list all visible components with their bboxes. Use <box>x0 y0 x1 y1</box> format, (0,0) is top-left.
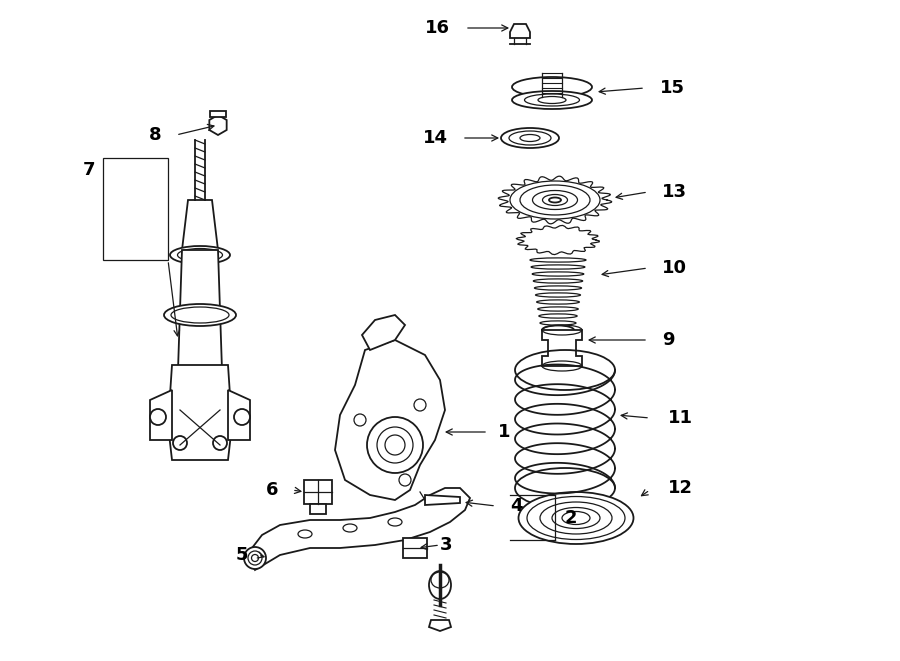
Polygon shape <box>178 250 222 370</box>
Text: 3: 3 <box>439 536 452 554</box>
Polygon shape <box>542 330 582 366</box>
Circle shape <box>173 436 187 450</box>
Text: 13: 13 <box>662 183 687 201</box>
Ellipse shape <box>512 77 592 97</box>
Polygon shape <box>168 365 232 460</box>
Text: 11: 11 <box>668 409 693 427</box>
Text: 4: 4 <box>510 497 523 515</box>
Text: 5: 5 <box>236 546 248 564</box>
Circle shape <box>367 417 423 473</box>
Polygon shape <box>310 504 326 514</box>
Text: 1: 1 <box>498 423 510 441</box>
Text: 16: 16 <box>425 19 450 37</box>
Ellipse shape <box>164 304 236 326</box>
Circle shape <box>213 436 227 450</box>
Polygon shape <box>425 495 460 505</box>
Ellipse shape <box>501 128 559 148</box>
Polygon shape <box>403 538 427 558</box>
Polygon shape <box>304 480 332 504</box>
Polygon shape <box>335 340 445 500</box>
Ellipse shape <box>512 91 592 109</box>
Polygon shape <box>362 315 405 350</box>
Circle shape <box>234 409 250 425</box>
Text: 7: 7 <box>83 161 95 179</box>
Polygon shape <box>429 620 451 631</box>
Text: 10: 10 <box>662 259 687 277</box>
Text: 8: 8 <box>149 126 162 144</box>
Text: 6: 6 <box>266 481 278 499</box>
Ellipse shape <box>170 246 230 264</box>
Polygon shape <box>182 200 218 250</box>
Text: 2: 2 <box>565 509 578 527</box>
Text: 12: 12 <box>668 479 693 497</box>
Polygon shape <box>210 115 227 135</box>
Text: 14: 14 <box>423 129 448 147</box>
Text: 15: 15 <box>660 79 685 97</box>
Ellipse shape <box>429 571 451 599</box>
Polygon shape <box>228 390 250 440</box>
Ellipse shape <box>518 492 634 544</box>
Circle shape <box>150 409 166 425</box>
Polygon shape <box>250 488 470 570</box>
Polygon shape <box>510 24 530 38</box>
Ellipse shape <box>244 547 266 569</box>
Polygon shape <box>210 111 226 117</box>
Text: 9: 9 <box>662 331 674 349</box>
Polygon shape <box>150 390 172 440</box>
